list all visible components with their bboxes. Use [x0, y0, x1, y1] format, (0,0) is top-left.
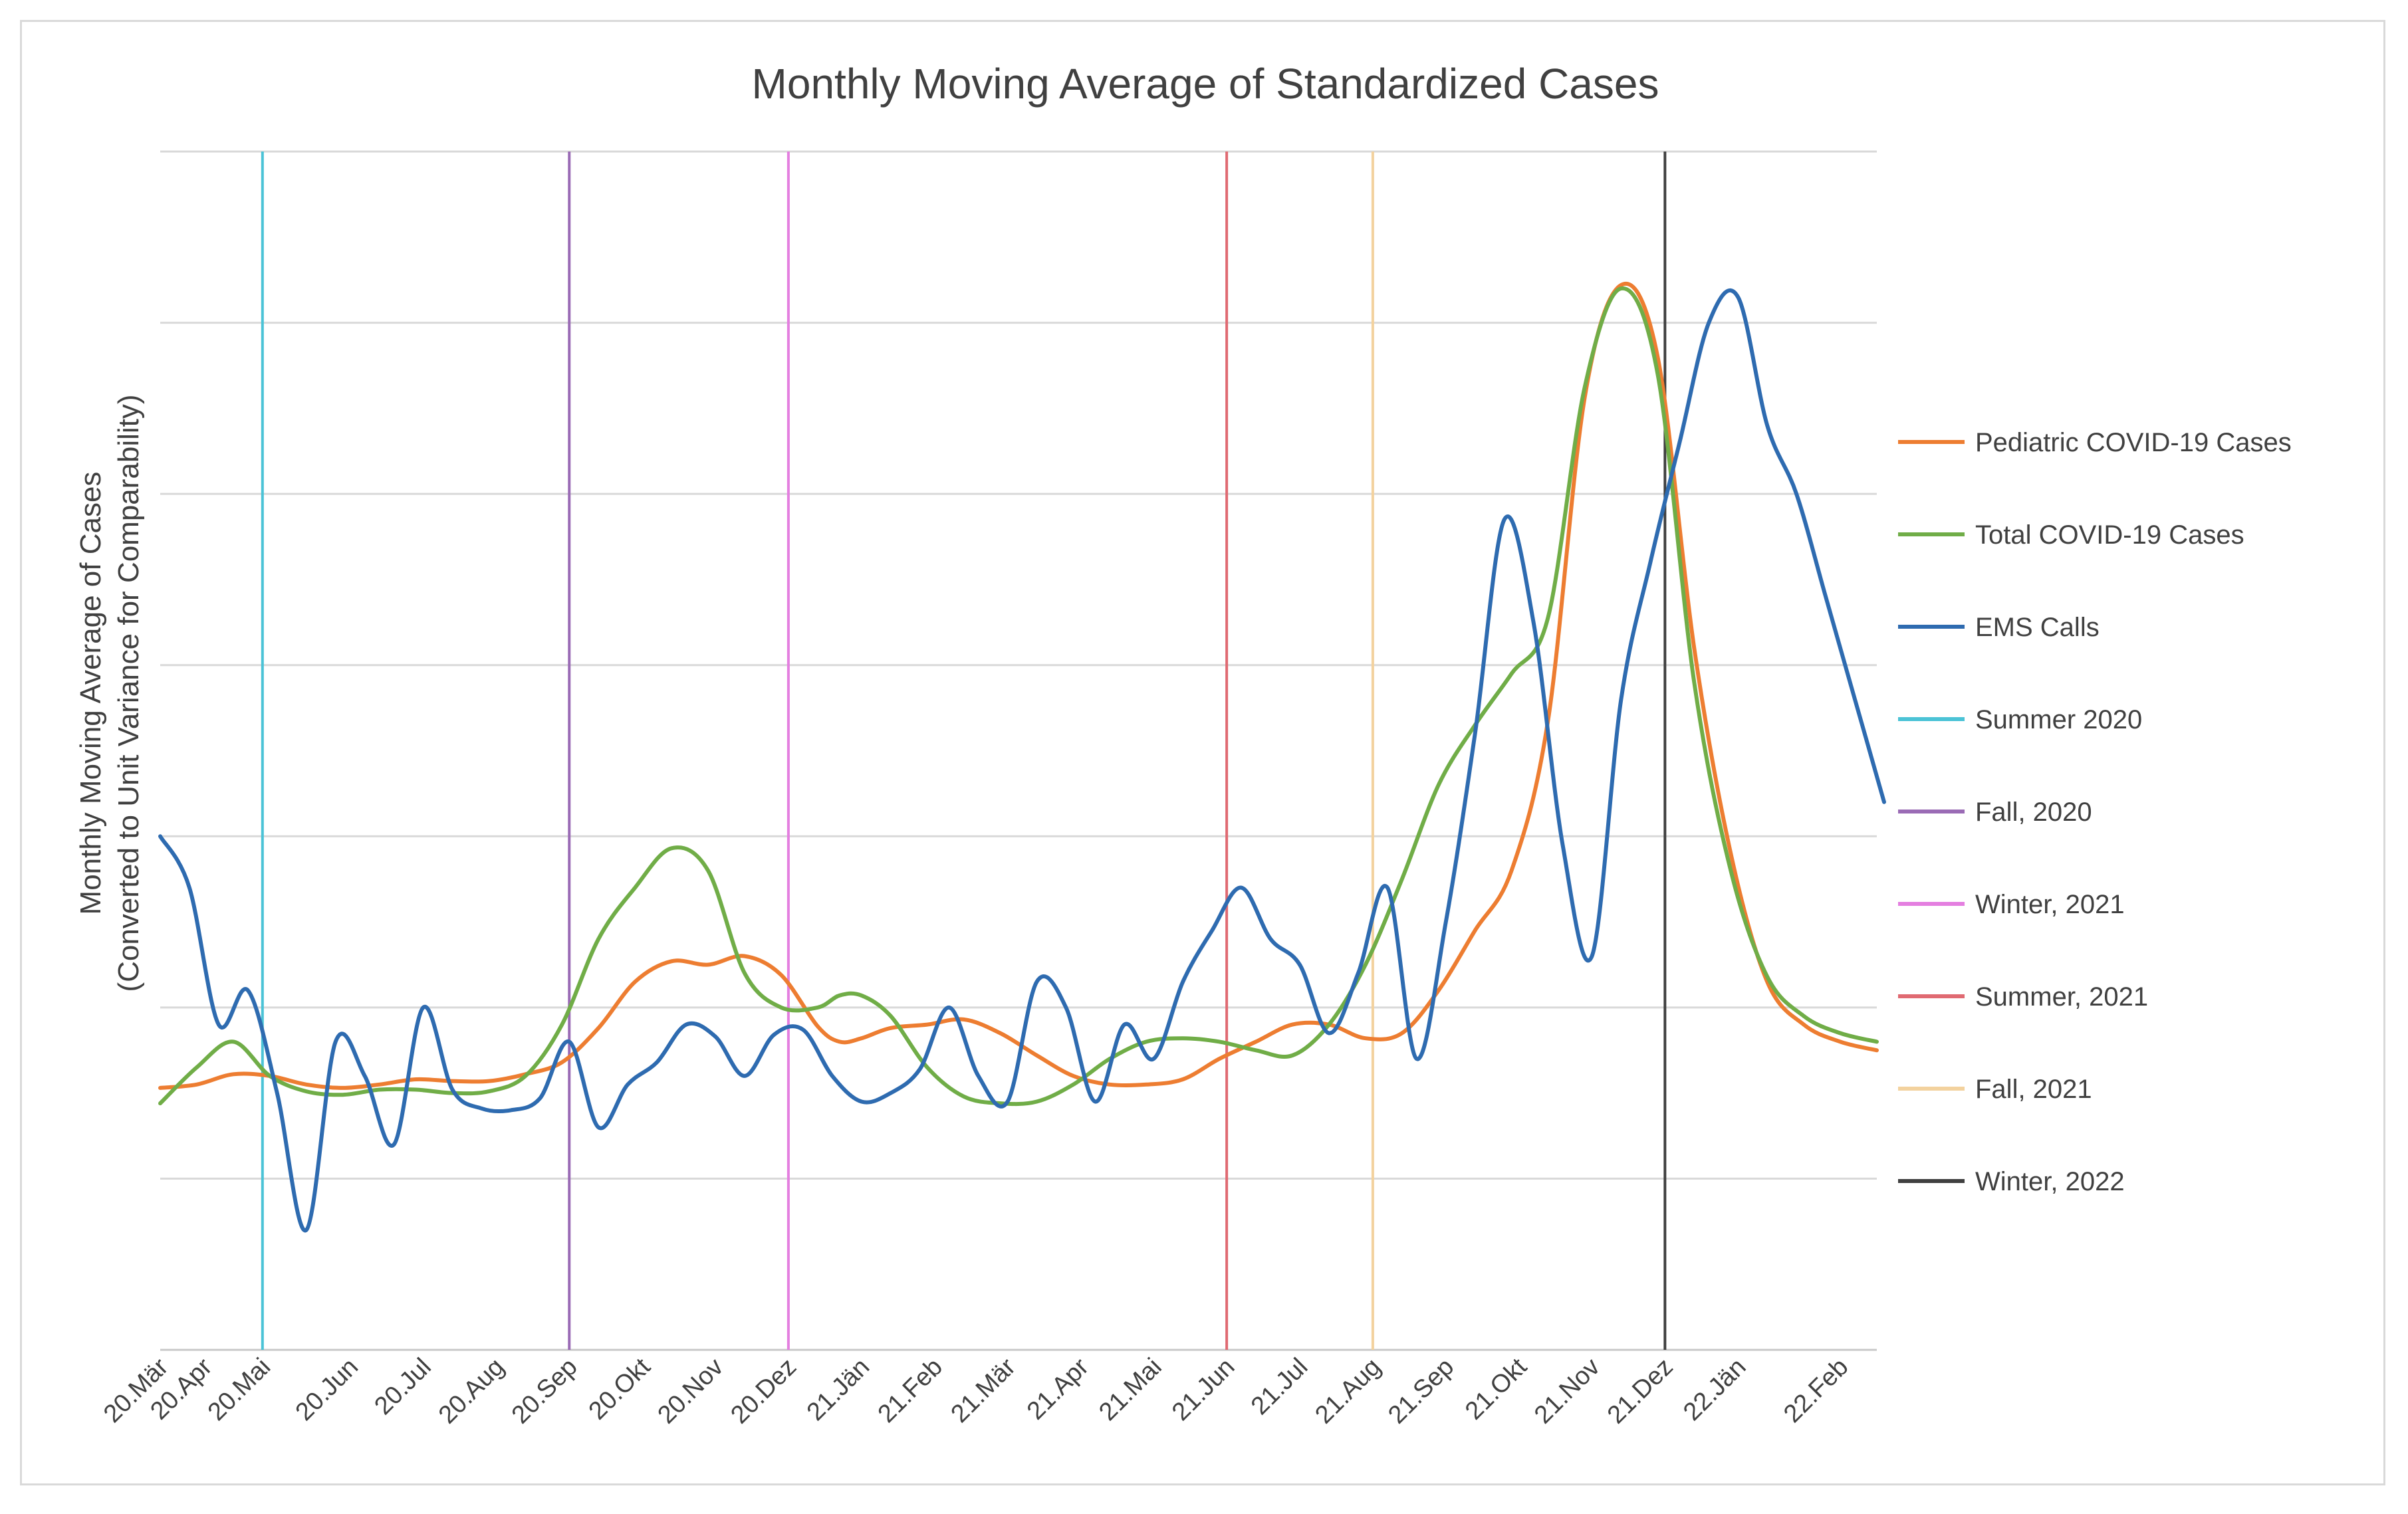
- chart-title: Monthly Moving Average of Standardized C…: [752, 60, 1659, 108]
- legend-label: Fall, 2020: [1975, 798, 2092, 827]
- legend-item: Summer 2020: [1898, 705, 2142, 734]
- legend-label: Summer, 2021: [1975, 982, 2148, 1012]
- legend-item: EMS Calls: [1898, 613, 2100, 642]
- y-axis-label-line-2: (Converted to Unit Variance for Comparab…: [112, 394, 145, 992]
- chart-svg: Monthly Moving Average of Standardized C…: [74, 60, 2292, 1430]
- grid-layer: [160, 150, 1877, 1351]
- x-tick-label: 22.Jän: [1678, 1353, 1751, 1426]
- x-tick-label: 21.Mai: [1094, 1353, 1167, 1426]
- legend-label: Pediatric COVID-19 Cases: [1975, 428, 2292, 457]
- legend-label: Fall, 2021: [1975, 1075, 2092, 1104]
- x-tick-label: 20.Nov: [653, 1353, 729, 1430]
- legend-item: Winter, 2022: [1898, 1167, 2125, 1196]
- x-tick-label: 21.Jän: [802, 1353, 875, 1426]
- y-axis-label-line-1: Monthly Moving Average of Cases: [74, 472, 107, 915]
- legend-label: EMS Calls: [1975, 613, 2100, 642]
- x-tick-label: 21.Nov: [1529, 1353, 1606, 1430]
- series-pediatric-covid-19-cases: [158, 281, 1879, 1090]
- x-tick-label: 21.Apr: [1022, 1352, 1094, 1425]
- legend-item: Total COVID-19 Cases: [1898, 520, 2244, 550]
- x-tick-label: 21.Sep: [1383, 1353, 1459, 1430]
- x-tick-label: 22.Feb: [1778, 1353, 1854, 1428]
- x-tick-label: 20.Aug: [433, 1353, 510, 1430]
- x-tick-label: 21.Okt: [1460, 1352, 1532, 1425]
- x-tick-label: 21.Aug: [1310, 1353, 1386, 1430]
- x-tick-label: 20.Okt: [584, 1352, 656, 1425]
- legend-item: Fall, 2020: [1898, 798, 2092, 827]
- x-tick-label: 20.Jun: [291, 1353, 364, 1426]
- legend-item: Fall, 2021: [1898, 1075, 2092, 1104]
- legend-label: Total COVID-19 Cases: [1975, 520, 2244, 550]
- x-tick-label: 21.Feb: [873, 1353, 948, 1428]
- legend-item: Winter, 2021: [1898, 890, 2125, 919]
- season-markers: [261, 152, 1667, 1350]
- x-tick-label: 20.Sep: [507, 1353, 583, 1430]
- legend-label: Winter, 2021: [1975, 890, 2125, 919]
- legend-item: Summer, 2021: [1898, 982, 2148, 1012]
- legend-label: Summer 2020: [1975, 705, 2142, 734]
- legend: Pediatric COVID-19 Cases Total COVID-19 C…: [1898, 428, 2292, 1196]
- series-layer: [158, 281, 1886, 1233]
- x-tick-label: 20.Dez: [725, 1353, 802, 1430]
- series-total-covid-19-cases: [158, 286, 1879, 1107]
- chart-frame: Monthly Moving Average of Standardized C…: [20, 20, 2385, 1485]
- x-tick-label: 20.Jul: [369, 1353, 436, 1420]
- x-tick-label: 21.Jun: [1167, 1353, 1240, 1426]
- x-tick-label: 21.Mär: [946, 1352, 1022, 1428]
- series-ems-calls: [158, 288, 1886, 1233]
- legend-item: Pediatric COVID-19 Cases: [1898, 428, 2292, 457]
- x-tick-label: 21.Jul: [1246, 1353, 1313, 1420]
- legend-label: Winter, 2022: [1975, 1167, 2125, 1196]
- x-tick-label: 21.Dez: [1602, 1353, 1679, 1430]
- x-tick-label: 20.Mai: [203, 1353, 276, 1426]
- y-axis-label: Monthly Moving Average of Cases (Convert…: [74, 394, 145, 992]
